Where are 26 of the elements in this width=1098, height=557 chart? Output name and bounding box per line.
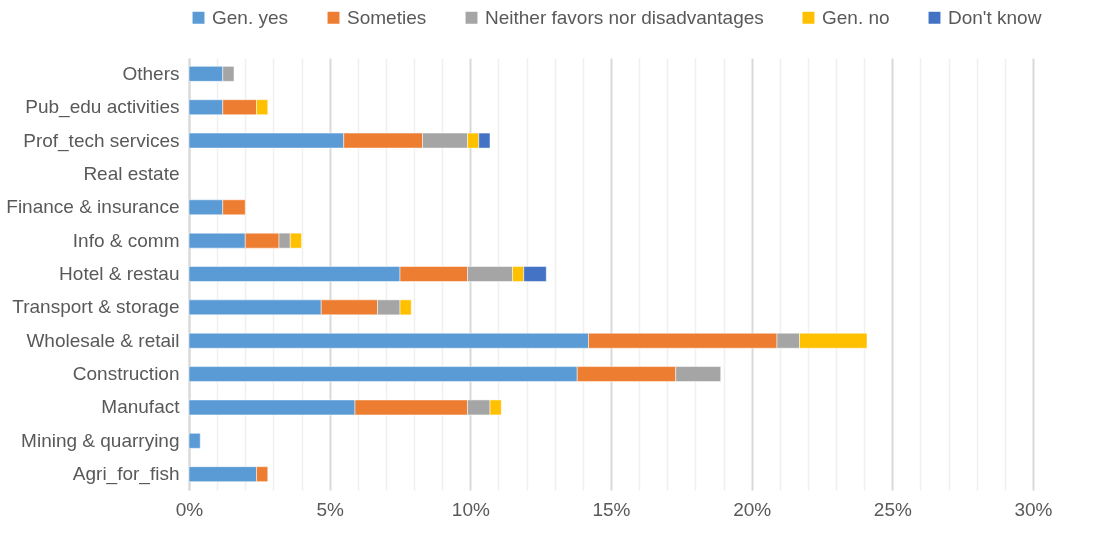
legend-label: Gen. no xyxy=(822,6,890,28)
x-tick-label: 25% xyxy=(873,498,912,520)
legend-label: Neither favors nor disadvantages xyxy=(485,6,764,28)
x-tick-label: 15% xyxy=(592,498,631,520)
x-tick-label: 30% xyxy=(1014,498,1053,520)
legend-label: Don't know xyxy=(948,6,1042,28)
legend-label: Gen. yes xyxy=(212,6,289,28)
y-tick-label: Others xyxy=(122,62,180,84)
y-tick-label: Mining & quarrying xyxy=(21,429,180,451)
y-tick-label: Wholesale & retail xyxy=(26,329,180,351)
y-tick-label: Prof_tech services xyxy=(23,129,180,152)
bar xyxy=(188,433,201,449)
x-tick-label: 10% xyxy=(451,498,490,520)
y-tick-label: Hotel & restau xyxy=(59,263,180,284)
y-tick-label: Transport & storage xyxy=(12,296,180,318)
y-tick-label: Pub_edu activities xyxy=(25,96,180,119)
x-tick-label: 5% xyxy=(316,498,344,520)
x-tick-label: 0% xyxy=(175,498,204,520)
y-tick-label: Real estate xyxy=(83,162,180,184)
y-tick-label: Agri_for_fish xyxy=(72,463,180,486)
y-tick-label: Construction xyxy=(72,363,180,385)
y-tick-label: Finance & insurance xyxy=(6,196,180,218)
legend-label: Someties xyxy=(347,6,427,28)
y-tick-label: Manufact xyxy=(101,396,181,418)
x-tick-label: 20% xyxy=(733,498,772,520)
y-tick-label: Info & comm xyxy=(72,229,180,251)
